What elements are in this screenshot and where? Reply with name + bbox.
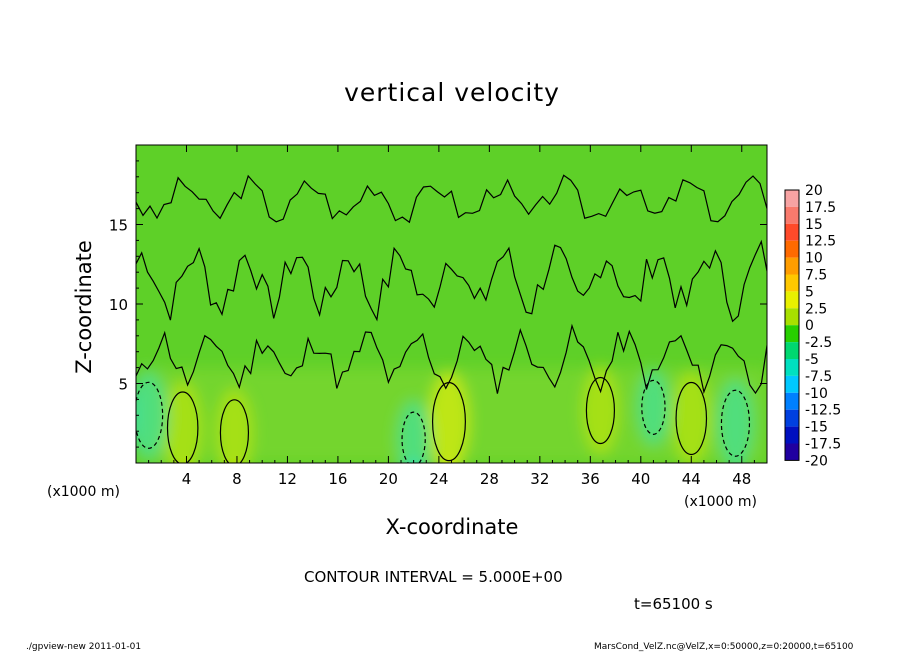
y-tick-label: 10 <box>109 296 128 314</box>
colorbar-label: -10 <box>805 386 828 402</box>
colorbar-frame <box>784 189 800 461</box>
colorbar-label: 20 <box>805 183 823 199</box>
y-axis: 5 10 15 <box>109 160 767 448</box>
colorbar-label: 17.5 <box>805 200 836 216</box>
x-tick-label: 32 <box>530 470 549 488</box>
lower-layer-haze <box>136 367 767 463</box>
colorbar-swatch <box>785 375 799 393</box>
x-unit-label-left: (x1000 m) <box>47 484 120 500</box>
y-tick-label: 15 <box>109 217 128 235</box>
x-tick-label: 4 <box>182 470 192 488</box>
x-tick-label: 40 <box>631 470 650 488</box>
contour-line-middle <box>136 239 767 323</box>
colorbar-label: -17.5 <box>805 437 841 453</box>
colorbar-swatch <box>785 409 799 427</box>
colorbar-swatch <box>785 308 799 326</box>
contour-updraft-1 <box>219 399 250 463</box>
colorbar-swatch <box>785 342 799 359</box>
colorbar-swatch <box>785 240 799 258</box>
colorbar-label: -5 <box>805 352 819 368</box>
contour-downdraft-8 <box>641 379 666 435</box>
colorbar-swatch <box>785 223 799 241</box>
colorbar-label: -7.5 <box>805 369 832 385</box>
x-axis-title: X-coordinate <box>385 515 519 539</box>
contour-interval-label: CONTOUR INTERVAL = 5.000E+00 <box>304 568 563 586</box>
colorbar-swatch <box>785 190 799 207</box>
colorbar-label: 2.5 <box>805 301 827 317</box>
x-tick-label: 20 <box>379 470 398 488</box>
contour-line-upper <box>136 174 767 224</box>
colorbar-swatch <box>785 426 799 444</box>
colorbar-label: 12.5 <box>805 234 836 250</box>
contour-updraft-0 <box>166 391 199 463</box>
x-tick-label: 44 <box>682 470 701 488</box>
time-label: t=65100 s <box>634 595 713 613</box>
x-tick-label: 28 <box>480 470 499 488</box>
colorbar-label: -15 <box>805 420 828 436</box>
colorbar-swatch <box>785 274 799 292</box>
y-axis-title: Z-coordinate <box>72 240 96 374</box>
x-tick-label: 12 <box>278 470 297 488</box>
x-tick-label: 16 <box>328 470 347 488</box>
x-tick-label: 8 <box>232 470 242 488</box>
y-tick-label: 5 <box>118 376 128 394</box>
colorbar-label: 0 <box>805 318 814 334</box>
contour-updraft-3 <box>585 376 616 445</box>
colorbar-swatch <box>785 443 799 461</box>
footer-right-text: MarsCond_VelZ.nc@VelZ,x=0:50000,z=0:2000… <box>594 642 854 652</box>
contour-updraft-4 <box>675 381 708 456</box>
x-tick-label: 48 <box>732 470 751 488</box>
contour-downdraft-6 <box>720 389 751 457</box>
x-unit-label-right: (x1000 m) <box>684 494 757 510</box>
colorbar-swatch <box>785 291 799 309</box>
colorbar-swatch <box>785 359 799 376</box>
contour-downdraft-5 <box>136 381 164 449</box>
plot-area <box>135 144 768 464</box>
footer-left-text: ./gpview-new 2011-01-01 <box>26 642 142 652</box>
x-tick-label: 24 <box>429 470 448 488</box>
x-axis: 4 8 12 16 20 24 28 32 36 40 44 48 <box>148 145 755 488</box>
chart-title: vertical velocity <box>344 78 560 107</box>
contour-line-lower <box>136 323 767 395</box>
contour-downdraft-7 <box>401 411 426 463</box>
colorbar-swatch <box>785 325 799 343</box>
colorbar-label: 5 <box>805 284 814 300</box>
colorbar-label: 10 <box>805 251 823 267</box>
contour-updraft-2 <box>431 382 466 462</box>
colorbar-swatch <box>785 392 799 410</box>
colorbar-label: -2.5 <box>805 335 832 351</box>
x-tick-label: 36 <box>581 470 600 488</box>
colorbar-swatch <box>785 257 799 275</box>
colorbar: 2017.51512.5107.552.50-2.5-5-7.5-10-12.5… <box>784 183 841 469</box>
colorbar-label: 15 <box>805 217 823 233</box>
colorbar-label: 7.5 <box>805 268 827 284</box>
colorbar-label: -12.5 <box>805 403 841 419</box>
colorbar-swatch <box>785 206 799 224</box>
colorbar-label: -20 <box>805 453 828 469</box>
